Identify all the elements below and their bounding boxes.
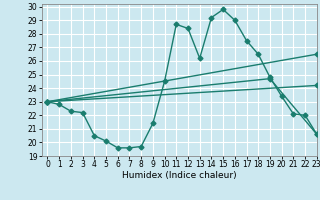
X-axis label: Humidex (Indice chaleur): Humidex (Indice chaleur) [122, 171, 236, 180]
